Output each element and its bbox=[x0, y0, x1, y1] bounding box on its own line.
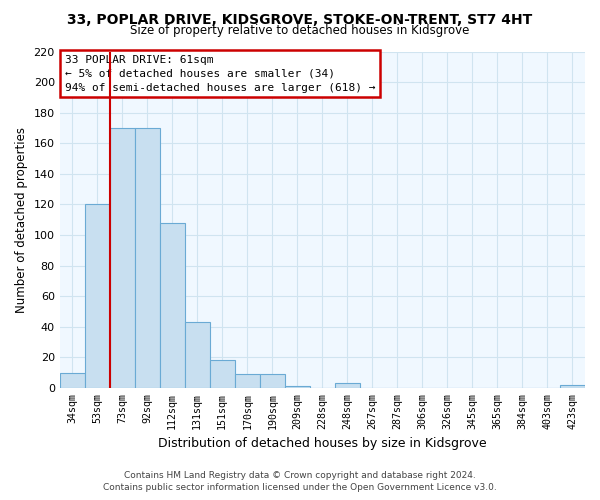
Bar bbox=[135, 128, 160, 388]
Bar bbox=[560, 384, 585, 388]
Bar bbox=[260, 374, 285, 388]
X-axis label: Distribution of detached houses by size in Kidsgrove: Distribution of detached houses by size … bbox=[158, 437, 487, 450]
Bar bbox=[85, 204, 110, 388]
Bar bbox=[210, 360, 235, 388]
Text: Contains HM Land Registry data © Crown copyright and database right 2024.
Contai: Contains HM Land Registry data © Crown c… bbox=[103, 471, 497, 492]
Text: 33 POPLAR DRIVE: 61sqm
← 5% of detached houses are smaller (34)
94% of semi-deta: 33 POPLAR DRIVE: 61sqm ← 5% of detached … bbox=[65, 55, 376, 93]
Bar bbox=[110, 128, 135, 388]
Bar bbox=[335, 383, 360, 388]
Bar bbox=[235, 374, 260, 388]
Text: 33, POPLAR DRIVE, KIDSGROVE, STOKE-ON-TRENT, ST7 4HT: 33, POPLAR DRIVE, KIDSGROVE, STOKE-ON-TR… bbox=[67, 12, 533, 26]
Bar bbox=[285, 386, 310, 388]
Text: Size of property relative to detached houses in Kidsgrove: Size of property relative to detached ho… bbox=[130, 24, 470, 37]
Bar bbox=[59, 372, 85, 388]
Bar bbox=[160, 222, 185, 388]
Y-axis label: Number of detached properties: Number of detached properties bbox=[15, 126, 28, 312]
Bar bbox=[185, 322, 210, 388]
